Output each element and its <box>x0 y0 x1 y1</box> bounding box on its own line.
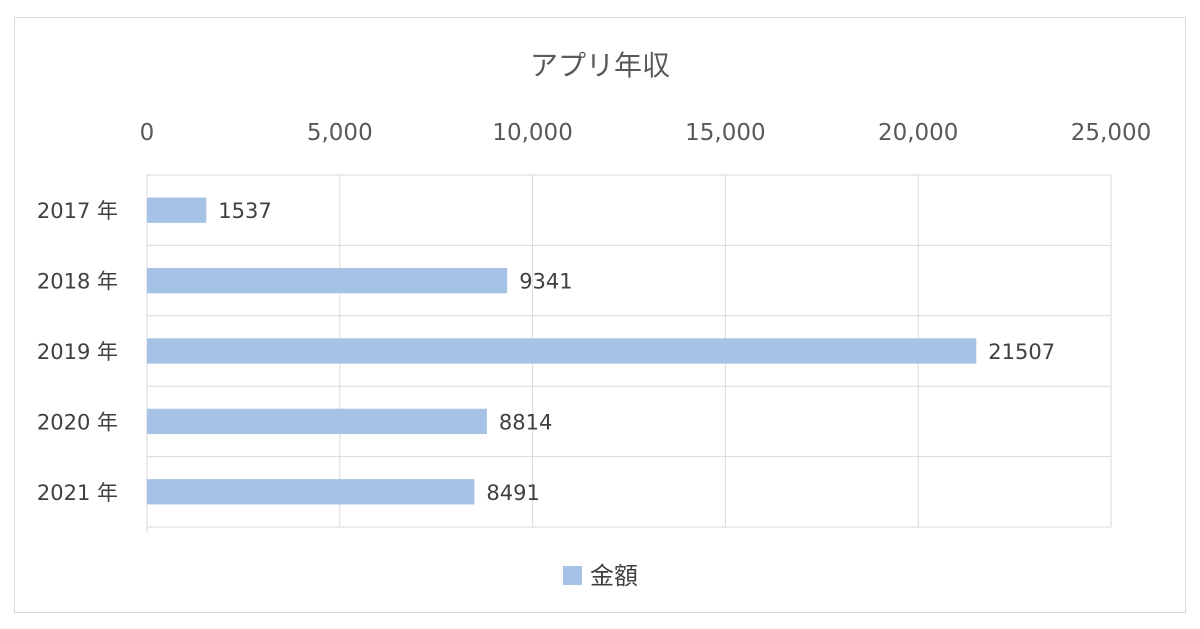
bar <box>147 197 207 223</box>
data-label: 21507 <box>988 340 1055 364</box>
data-label: 8491 <box>486 481 539 505</box>
data-label: 1537 <box>218 199 271 223</box>
x-tick-label: 0 <box>140 120 155 146</box>
x-tick-label: 20,000 <box>878 120 958 146</box>
x-axis-tick-labels: 0 5,000 10,000 15,000 20,000 25,000 <box>140 120 1152 146</box>
x-tick-label: 25,000 <box>1071 120 1151 146</box>
category-label: 2021 年 <box>37 481 118 505</box>
data-label: 8814 <box>499 410 552 434</box>
legend-swatch <box>563 566 582 585</box>
category-label: 2017 年 <box>37 199 118 223</box>
bars <box>147 197 977 505</box>
legend-label: 金額 <box>590 562 638 590</box>
bar <box>147 408 487 435</box>
x-tick-label: 15,000 <box>685 120 765 146</box>
grid-lines <box>146 174 1112 533</box>
data-label: 9341 <box>519 270 572 294</box>
chart-frame <box>14 17 1186 613</box>
category-label: 2018 年 <box>37 270 118 294</box>
bar <box>147 479 475 505</box>
legend: 金額 <box>563 562 638 590</box>
bar <box>147 338 977 364</box>
x-tick-label: 5,000 <box>307 120 373 146</box>
bar <box>147 267 508 294</box>
x-tick-label: 10,000 <box>492 120 572 146</box>
data-labels: 1537 9341 21507 8814 8491 <box>218 199 1055 505</box>
category-label: 2020 年 <box>37 410 118 434</box>
category-labels: 2017 年 2018 年 2019 年 2020 年 2021 年 <box>37 199 118 505</box>
category-label: 2019 年 <box>37 340 118 364</box>
chart-title: アプリ年収 <box>530 49 670 82</box>
